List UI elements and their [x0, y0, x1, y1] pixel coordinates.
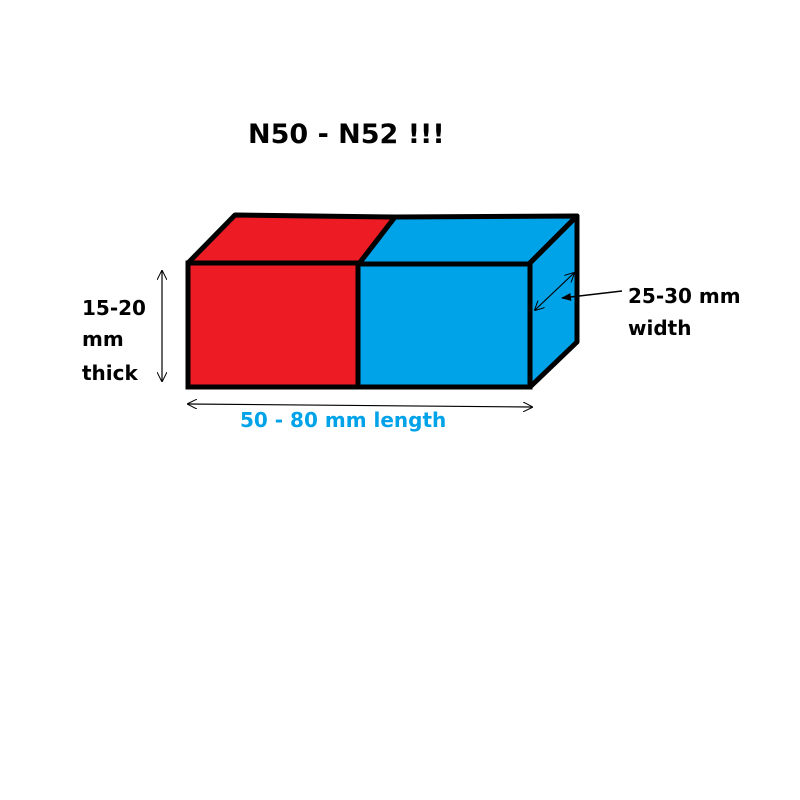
thickness-label-line1: 15-20 — [82, 296, 146, 320]
length-label: 50 - 80 mm length — [240, 408, 446, 432]
thickness-label-line2: mm — [82, 327, 124, 351]
width-label-line2: width — [628, 316, 691, 340]
length-arrow — [188, 404, 532, 407]
thickness-label-line3: thick — [82, 361, 139, 385]
thickness-label: 15-20 mm thick — [82, 296, 146, 385]
diagram-title: N50 - N52 !!! — [248, 119, 445, 150]
width-label: 25-30 mm width — [628, 284, 741, 340]
width-arrow — [535, 273, 574, 310]
width-label-line1: 25-30 mm — [628, 284, 741, 308]
magnet-south-front-face — [355, 261, 533, 390]
width-leader-arrow — [561, 290, 623, 301]
magnet-block — [185, 212, 580, 390]
magnet-north-front-face — [185, 260, 361, 390]
